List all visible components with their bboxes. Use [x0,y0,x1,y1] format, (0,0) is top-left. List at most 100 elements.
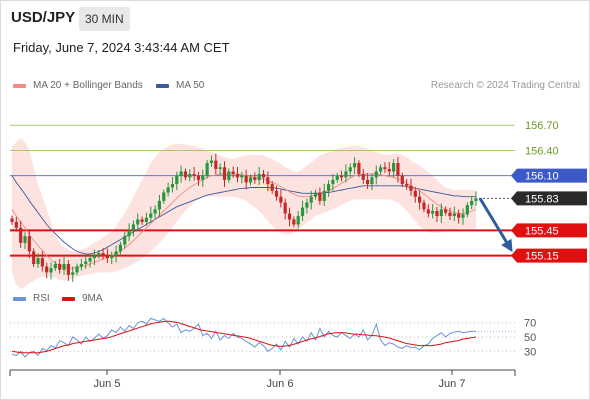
candle-body [461,214,465,218]
candle-body [413,190,417,197]
candle-body [361,174,365,180]
candle-body [409,185,413,191]
current-price-label: 155.83 [525,193,559,205]
candle-body [448,212,452,217]
candle-body [274,190,279,197]
candle-body [114,251,118,256]
candle-body [235,174,240,178]
candle-body [19,227,23,243]
candle-body [209,160,214,164]
candle-body [426,209,430,214]
candle-body [431,211,435,214]
legend-ma50: MA 50 [156,80,204,91]
candle-body [23,236,27,243]
current-price-tag [511,191,587,206]
candle-body [452,213,456,217]
candle-body [66,263,70,275]
timeframe-badge[interactable]: 30 MIN [79,7,130,31]
candle-body [322,190,326,201]
candle-body [32,251,36,264]
candle-body [162,192,166,201]
candle-body [140,219,144,222]
candle-body [97,253,101,256]
candle-body [75,266,79,273]
level-label-156.70: 156.70 [525,120,559,132]
candle-body [339,175,344,178]
candle-body [405,184,409,186]
legend-label-rsi-ma: 9MA [82,293,103,304]
candle-body [188,174,192,178]
rsi-ma-line [11,320,477,354]
candle-body [400,175,404,185]
legend-swatch-rsi-ma [62,296,75,301]
candle-body [422,202,426,210]
candle-body [248,177,253,183]
x-tick-label: Jun 7 [439,378,466,390]
candle-body [331,179,335,185]
candle-body [335,175,339,180]
chart-date: Friday, June 7, 2024 3:43:44 AM CET [13,40,230,55]
candle-body [183,171,188,178]
candle-body [136,219,140,225]
legend-rsi: RSI [13,293,50,304]
candle-body [196,175,201,180]
candle-body [231,171,235,174]
candle-body [435,211,439,217]
candle-body [357,163,361,174]
level-label-156.40: 156.40 [525,145,559,157]
candle-body [144,217,149,222]
candle-body [175,175,179,185]
candle-body [62,263,66,270]
candle-body [10,218,14,222]
candle-body [287,213,292,220]
candle-body [396,163,400,176]
candle-body [244,175,248,183]
candle-body [444,209,448,213]
candle-body [470,200,474,206]
candle-body [123,236,127,245]
legend-label-ma50: MA 50 [176,80,205,91]
rsi-tick-70: 70 [524,318,536,330]
ma20-line [11,173,477,269]
x-tick-label: Jun 5 [94,378,121,390]
candle-body [300,207,305,217]
forecast-arrow-shaft [478,197,513,251]
candle-body [179,171,183,176]
candle-body [92,255,96,259]
candle-body [344,171,348,178]
candle-body [101,253,105,256]
candle-body [88,258,92,262]
level-label-155.45: 155.45 [525,225,559,237]
candle-body [352,163,357,168]
research-credit: Research © 2024 Trading Central [430,80,580,91]
x-tick-label: Jun 6 [267,378,294,390]
candle-body [240,175,244,178]
candle-body [205,163,209,176]
candle-body [40,258,44,267]
candle-body [313,192,318,197]
candle-body [378,167,383,172]
level-tag-155.45 [511,223,587,238]
level-label-155.15: 155.15 [525,251,559,263]
rsi-tick-50: 50 [524,332,536,344]
level-label-156.10: 156.10 [525,171,559,183]
candle-body [110,255,114,259]
legend-swatch-ma50 [156,83,169,88]
candle-body [127,230,131,237]
legend-swatch-ma20 [13,83,26,88]
candle-body [149,213,153,218]
candle-body [27,236,31,252]
candle-body [309,196,313,203]
candle-body [387,168,391,172]
candle-body [36,258,40,264]
forecast-arrow-head [501,238,513,253]
candle-body [131,224,136,231]
legend-swatch-rsi [13,296,26,301]
candle-body [457,213,461,218]
candle-body [84,261,88,264]
candle-body [283,202,287,214]
candle-body [201,175,205,180]
candle-body [58,263,62,270]
candle-body [365,179,370,185]
